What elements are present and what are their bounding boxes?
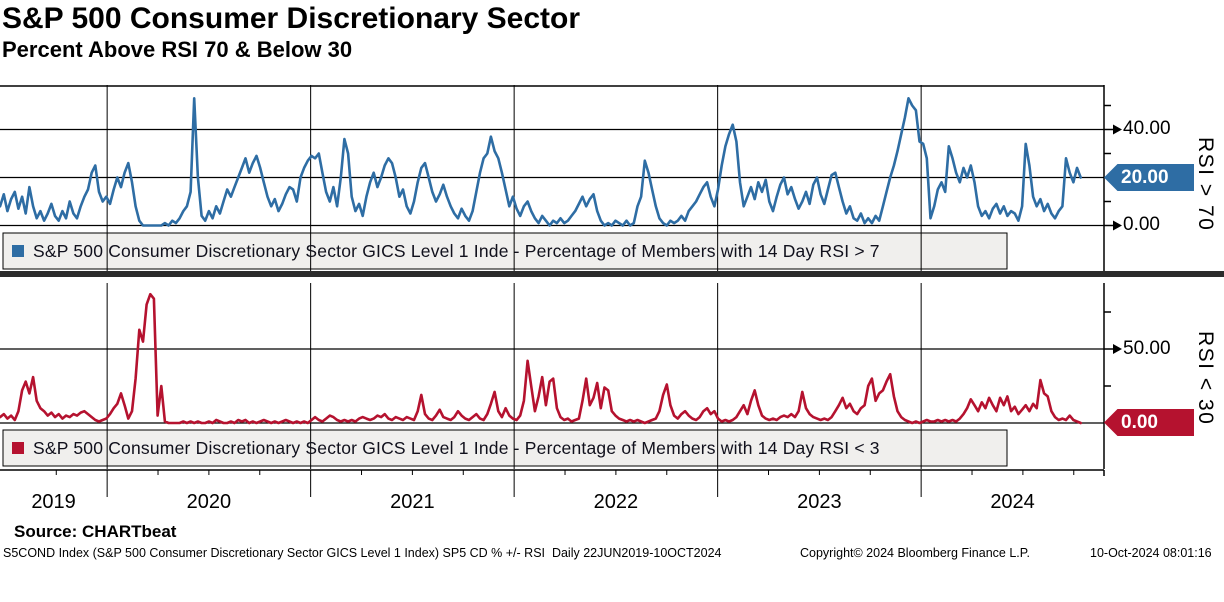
y-tick-label-50: 50.00 xyxy=(1123,338,1171,359)
legend-swatch-red-icon xyxy=(12,442,24,454)
legend-rsi-below-30: S&P 500 Consumer Discretionary Sector GI… xyxy=(12,430,880,466)
footer-copyright: Copyright© 2024 Bloomberg Finance L.P. xyxy=(800,546,1030,560)
chart-subtitle: Percent Above RSI 70 & Below 30 xyxy=(2,36,353,62)
panel-separator xyxy=(0,271,1224,277)
x-axis-year-label: 2021 xyxy=(390,491,435,513)
rsi-above-70-panel: S&P 500 Consumer Discretionary Sector GI… xyxy=(0,85,1224,271)
footer-timestamp: 10-Oct-2024 08:01:16 xyxy=(1090,546,1212,560)
x-axis-year-label: 2020 xyxy=(186,491,232,513)
rsi-below-30-panel: S&P 500 Consumer Discretionary Sector GI… xyxy=(0,283,1224,469)
legend-label: S&P 500 Consumer Discretionary Sector GI… xyxy=(33,437,880,458)
x-axis-year-label: 2023 xyxy=(797,491,842,513)
x-axis-year-label: 2022 xyxy=(593,491,639,513)
legend-label: S&P 500 Consumer Discretionary Sector GI… xyxy=(33,240,880,261)
last-value-badge-blue: 20.00 xyxy=(1104,164,1194,191)
footer-security-description: S5COND Index (S&P 500 Consumer Discretio… xyxy=(3,546,722,560)
chart-title: S&P 500 Consumer Discretionary Sector xyxy=(2,2,581,35)
y-axis-title-rsi-below-30: RSI < 30 xyxy=(1194,331,1217,426)
y-axis-title-rsi-above-70: RSI > 70 xyxy=(1194,137,1217,232)
source-line: Source: CHARTbeat xyxy=(14,522,177,541)
x-axis: 2019 2020 2021 2022 2023 2024 xyxy=(0,469,1224,519)
x-axis-year-label: 2024 xyxy=(990,491,1035,513)
last-value-badge-red: 0.00 xyxy=(1104,409,1194,436)
footer: S5COND Index (S&P 500 Consumer Discretio… xyxy=(0,546,1224,566)
x-axis-ticks xyxy=(0,469,1105,497)
y-tick-label-0: 0.00 xyxy=(1123,214,1160,235)
x-axis-year-label: 2019 xyxy=(31,491,76,513)
rsi-below-30-plot xyxy=(0,283,1122,469)
rsi-above-70-plot xyxy=(0,85,1122,271)
legend-swatch-blue-icon xyxy=(12,245,24,257)
legend-rsi-above-70: S&P 500 Consumer Discretionary Sector GI… xyxy=(12,233,880,269)
chart-header: S&P 500 Consumer Discretionary Sector Pe… xyxy=(0,0,1224,85)
y-tick-label-40: 40.00 xyxy=(1123,118,1171,139)
